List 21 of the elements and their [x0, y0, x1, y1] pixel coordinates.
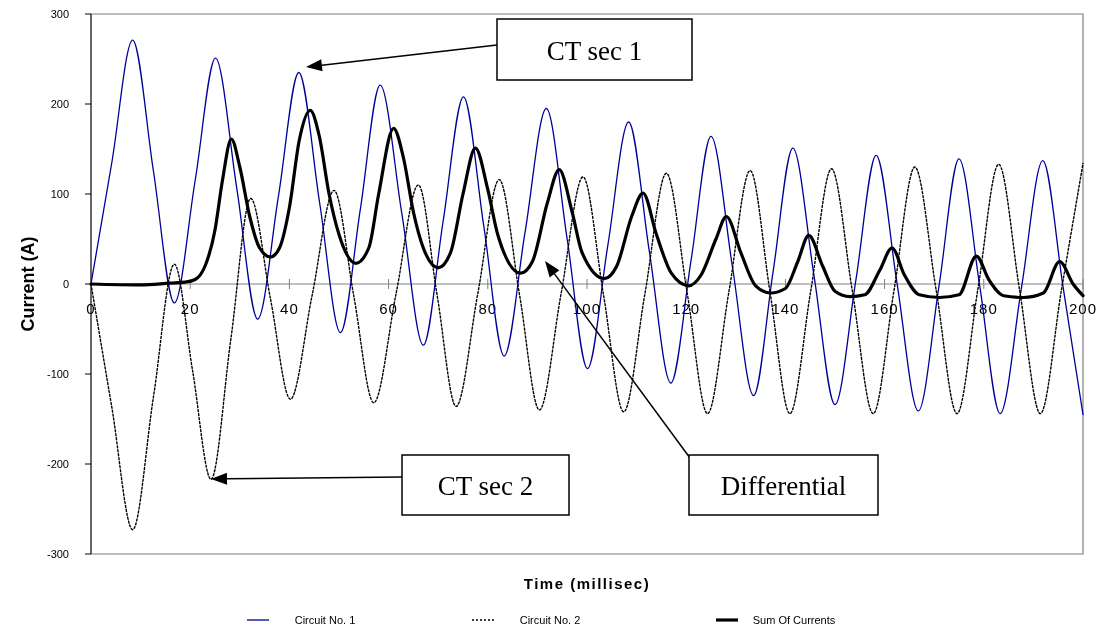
x-tick-label: 200	[1068, 299, 1098, 317]
y-tick-label: 200	[50, 98, 69, 110]
annotation: Differential	[720, 471, 847, 501]
x-tick-label: 20	[180, 299, 200, 317]
legend-label: Circuit No. 1	[294, 614, 356, 626]
annotation: CT sec 2	[437, 471, 534, 501]
legend-label: Sum Of Currents	[752, 614, 836, 626]
x-tick-label: 140	[771, 299, 800, 317]
y-tick-label: -200	[46, 458, 69, 470]
y-tick-label: -300	[46, 548, 69, 560]
y-tick-label: -100	[46, 368, 69, 380]
y-tick-label: 300	[50, 8, 69, 20]
x-axis-title: Time (millisec)	[523, 574, 651, 592]
x-tick-label: 160	[870, 299, 899, 317]
legend-label: Circuit No. 2	[519, 614, 581, 626]
y-axis-title: Current (A)	[18, 236, 38, 332]
x-tick-label: 40	[280, 299, 299, 317]
y-tick-label: 0	[62, 278, 69, 290]
annotation: CT sec 1	[546, 35, 643, 66]
y-tick-label: 100	[50, 188, 69, 200]
x-tick-label: 60	[379, 299, 398, 317]
